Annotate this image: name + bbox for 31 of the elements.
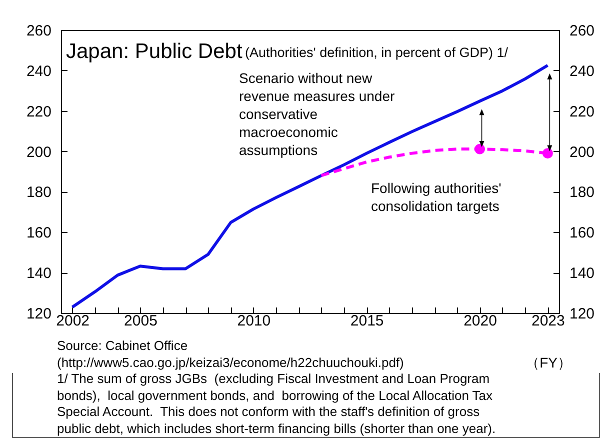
y2-tick-label: 140	[570, 265, 595, 282]
x-tick-label: 2002	[56, 312, 90, 330]
annotation: Scenario without new revenue measures under conservative macroeconomic assumptions	[239, 70, 395, 158]
annotation: Following authorities' consolidation targets	[371, 180, 502, 214]
y-tick-label: 200	[26, 144, 52, 161]
text: (http://www5.cao.go.jp/keizai3/econome/h22chuuchouki.pdf)	[57, 354, 405, 372]
x-tick-label: 2010	[237, 312, 271, 330]
text: (Authorities' definition, in percent of GDP) 1/	[245, 45, 508, 60]
line-series	[70, 64, 550, 309]
y-tick-label: 160	[26, 224, 52, 242]
y-tick-label: 180	[26, 184, 52, 202]
y2-tick-label: 120	[570, 306, 595, 322]
x-tick-label: 2005	[124, 312, 158, 330]
x-tick-label: 2020	[464, 312, 497, 330]
y2-tick-label: 240	[570, 62, 595, 80]
y-tick-label: 240	[26, 62, 52, 80]
y2-tick-label: 180	[570, 184, 595, 202]
y-tick-label: 140	[26, 265, 52, 282]
text: 1/ The sum of gross JGBs (excluding Fiscal Investment and Loan Program bonds), local government bonds, and borrowing of the Local Allocation Tax Special Account. This does not conform with the staff's definition of gross public debt, which includes short-term financing bills (shorter than one year).	[57, 371, 496, 438]
x-tick-label: 2015	[350, 312, 384, 330]
y-tick-label: 220	[26, 103, 52, 120]
x-tick-label: 2023	[531, 312, 565, 330]
y2-tick-label: 220	[570, 103, 595, 120]
x-axis-title: （FY）	[526, 354, 572, 370]
y2-tick-label: 260	[570, 22, 595, 40]
y-tick-label: 120	[26, 306, 52, 322]
text: Japan: Public Debt	[66, 40, 242, 63]
y-tick-label: 260	[26, 22, 52, 40]
y2-tick-label: 160	[570, 224, 595, 242]
source-note: Source: Cabinet Office	[57, 338, 189, 355]
y2-tick-label: 200	[570, 144, 595, 161]
